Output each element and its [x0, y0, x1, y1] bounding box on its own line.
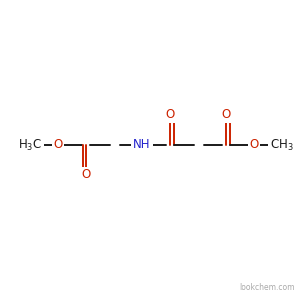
Text: NH: NH — [133, 139, 151, 152]
Text: CH$_3$: CH$_3$ — [270, 137, 294, 152]
Text: O: O — [249, 139, 259, 152]
Text: O: O — [221, 109, 231, 122]
Text: H$_3$C: H$_3$C — [18, 137, 42, 152]
Text: O: O — [53, 139, 63, 152]
Text: O: O — [81, 169, 91, 182]
Text: lookchem.com: lookchem.com — [239, 283, 295, 292]
Text: O: O — [165, 109, 175, 122]
